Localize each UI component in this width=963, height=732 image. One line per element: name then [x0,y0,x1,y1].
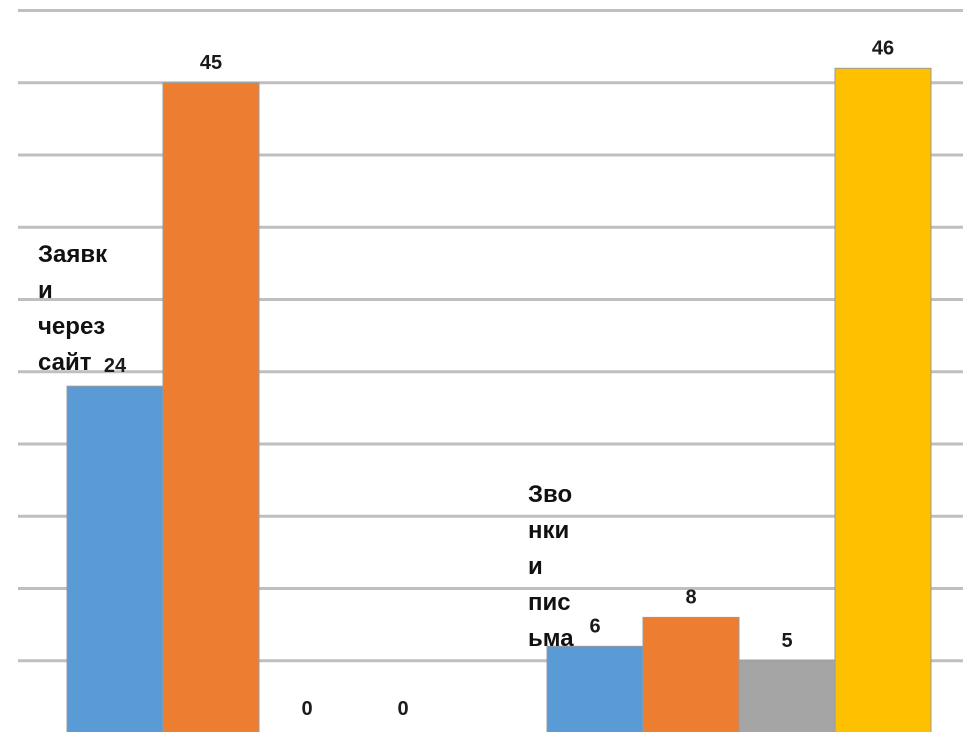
data-label: 0 [301,698,312,720]
category-label: через [38,313,105,340]
bars [66,67,932,732]
category-label: сайт [38,349,92,376]
bar [66,385,164,732]
data-labels: 24 6 45 8 0 5 0 46 [104,37,894,720]
bar [834,67,932,732]
data-label: 0 [397,698,408,720]
category-label: пис [528,589,571,616]
bar [738,660,836,732]
bar [546,645,644,732]
data-label: 46 [872,37,894,59]
data-label: 6 [589,615,600,637]
category-label: и [528,553,543,580]
data-label: 45 [200,52,222,74]
category-label: и [38,277,53,304]
bar [642,616,740,732]
category-label: нки [528,517,569,544]
data-label: 8 [685,586,696,608]
category-label: Зво [528,481,572,508]
category-label: Заявк [38,241,108,268]
data-label: 24 [104,355,127,377]
data-label: 5 [781,630,792,652]
category-label: ьма [528,625,574,652]
bar [162,82,260,732]
category-labels: Заявк и через сайт Зво нки и пис ьма [38,241,574,652]
